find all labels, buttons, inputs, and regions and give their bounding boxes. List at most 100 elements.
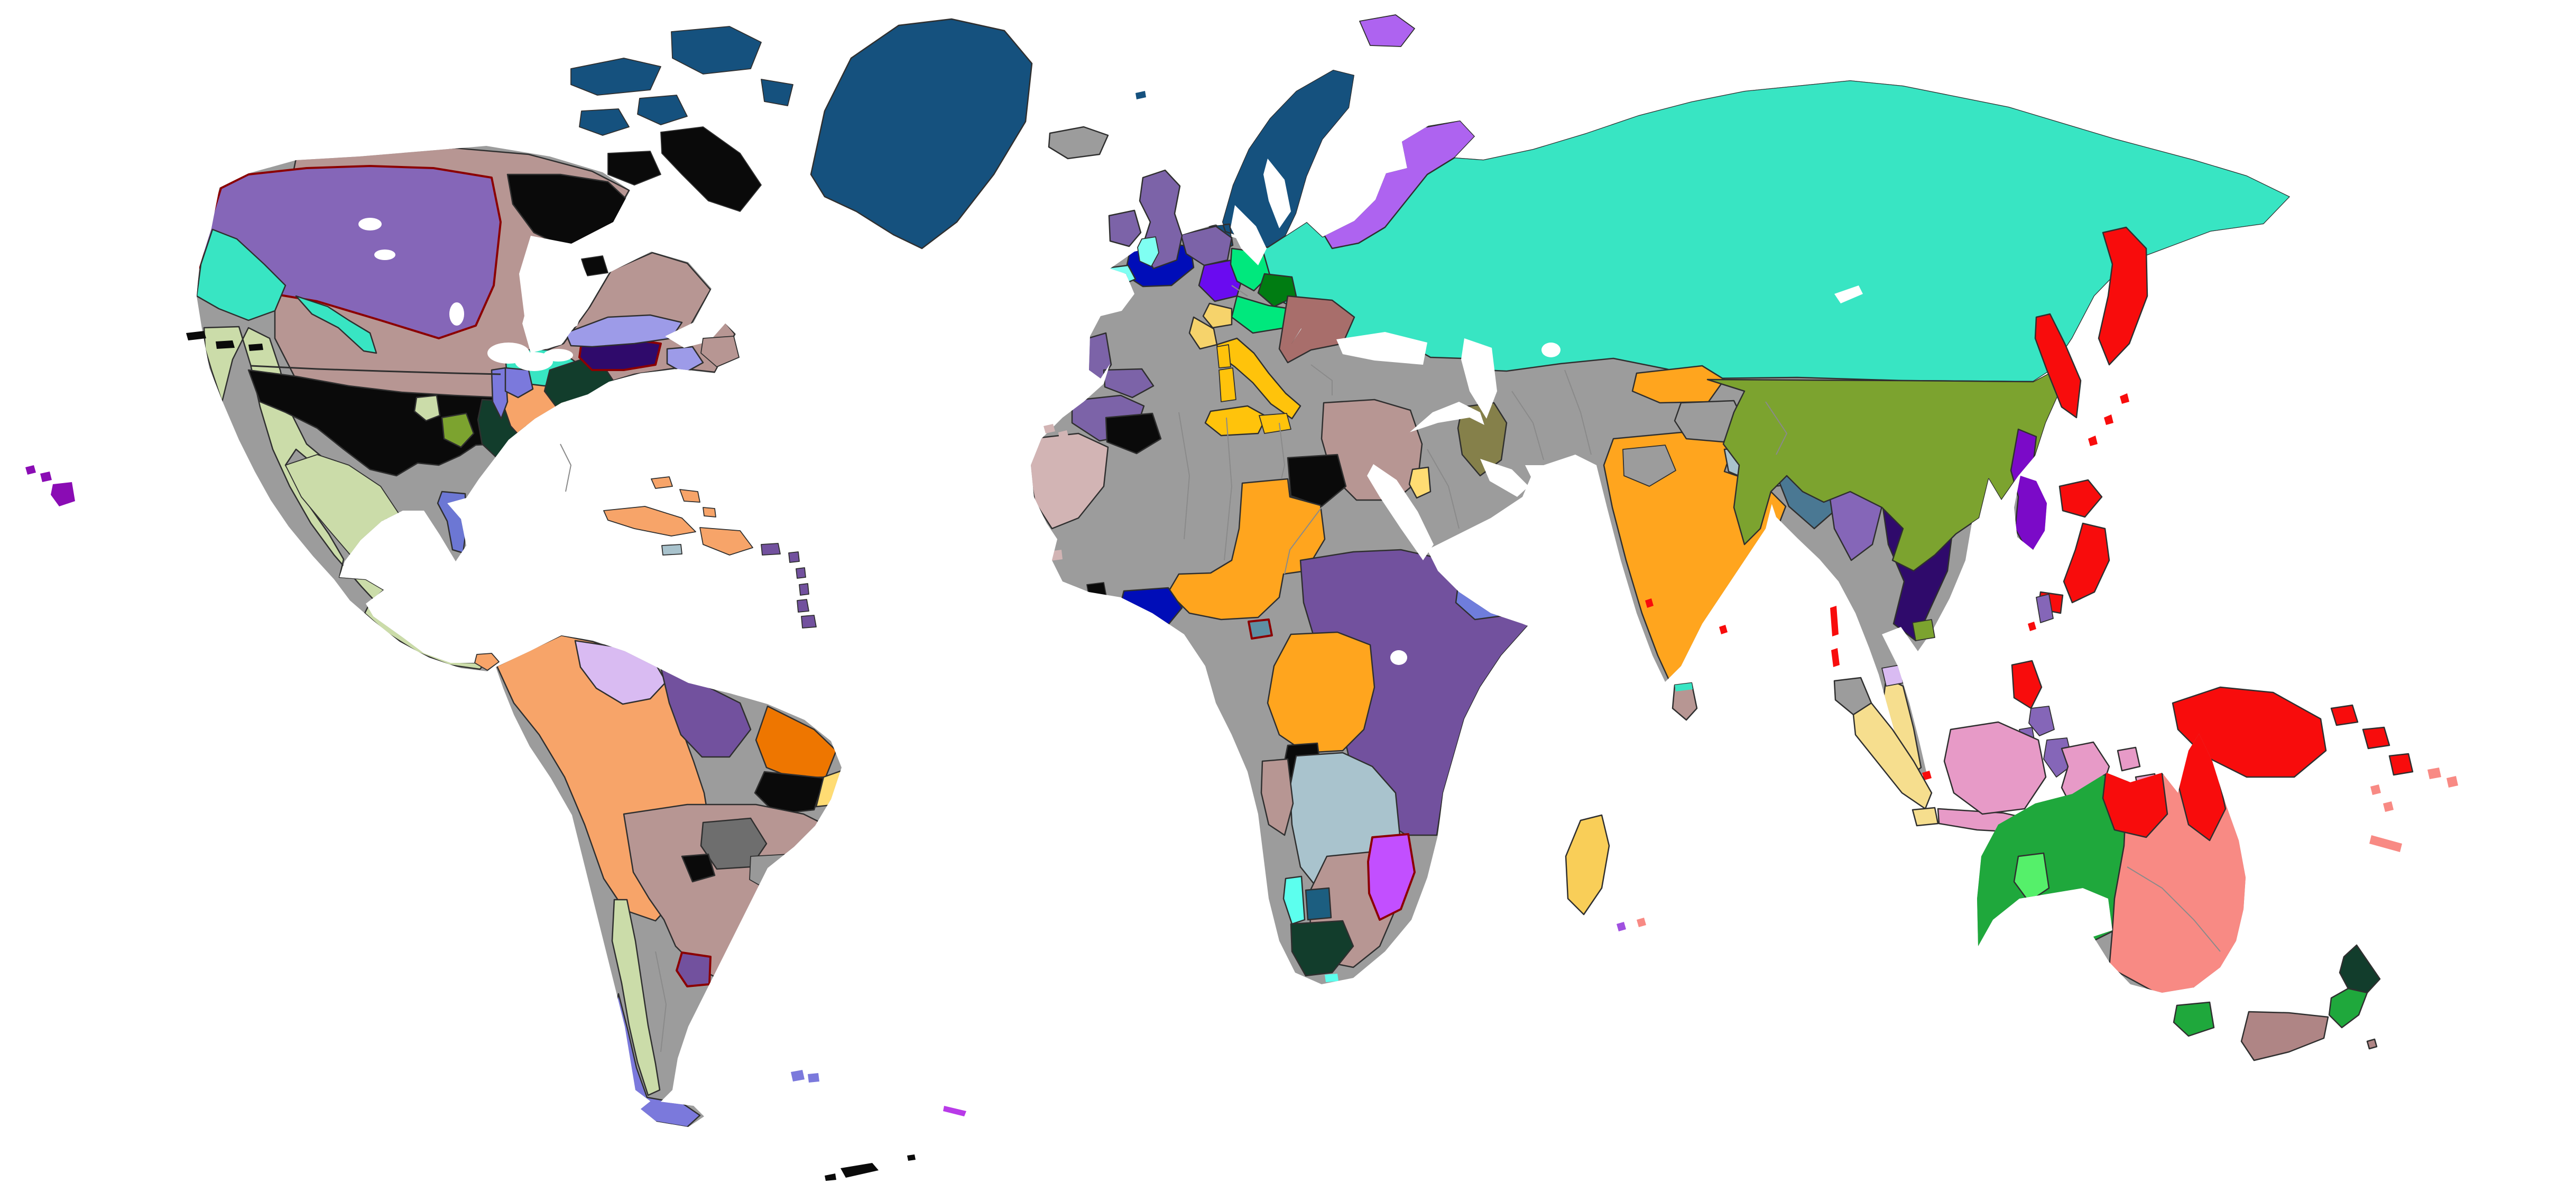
old-world-islands-group bbox=[1044, 14, 2458, 931]
region-angola-orange bbox=[1267, 631, 1375, 754]
region-chile bbox=[611, 899, 661, 1096]
region-botswana-block bbox=[1305, 887, 1332, 921]
region-angola-coast bbox=[1260, 758, 1294, 836]
region-newfoundland bbox=[700, 336, 740, 367]
region-netherlands-hanover bbox=[1180, 225, 1233, 266]
region-reunion bbox=[1637, 918, 1646, 927]
region-uruguay bbox=[676, 951, 712, 987]
region-madagascar bbox=[1565, 814, 1610, 916]
aral-sea bbox=[1541, 343, 1561, 357]
region-ireland bbox=[1108, 209, 1142, 247]
region-algeria-black bbox=[1105, 412, 1162, 455]
great-slave-lake bbox=[374, 249, 395, 260]
region-darfur bbox=[1287, 454, 1347, 507]
region-falklands bbox=[791, 1070, 819, 1083]
region-southwest-black bbox=[247, 369, 509, 477]
region-andamans bbox=[1830, 606, 1840, 667]
region-fiji-newcal bbox=[2369, 768, 2458, 852]
region-canaries bbox=[1044, 424, 1069, 440]
region-jamaica bbox=[661, 544, 682, 556]
caribbean-group bbox=[25, 465, 817, 671]
baltic-sea bbox=[1231, 205, 1267, 265]
province-lines bbox=[250, 285, 1788, 1052]
region-cape-cyan bbox=[1325, 974, 1338, 982]
region-hungary-croatia bbox=[1278, 295, 1355, 364]
region-nz-north-lower bbox=[2328, 987, 2368, 1029]
region-greenland bbox=[810, 18, 1033, 249]
region-guyana bbox=[660, 666, 752, 758]
region-mauritania bbox=[1031, 432, 1109, 530]
region-india-nw-gray bbox=[1622, 445, 1676, 487]
region-sakhalin bbox=[2034, 313, 2082, 419]
region-arctic-navy-islands bbox=[570, 26, 793, 136]
south-atlantic-group bbox=[791, 1070, 966, 1181]
persian-gulf bbox=[1480, 459, 1529, 497]
region-brazil-black bbox=[681, 853, 716, 883]
australia-group bbox=[1977, 734, 2246, 993]
region-ceylon bbox=[1672, 682, 1698, 721]
region-hawaii bbox=[25, 465, 75, 506]
region-south-africa bbox=[1290, 920, 1354, 977]
nz-group bbox=[2173, 944, 2381, 1061]
great-bear-lake bbox=[358, 218, 382, 230]
region-bohemia bbox=[1257, 273, 1297, 308]
region-cuba bbox=[603, 476, 753, 556]
region-iceland bbox=[1048, 126, 1109, 160]
region-alaska-coast bbox=[197, 228, 377, 354]
region-perlis bbox=[1881, 664, 1904, 687]
region-ceylon-fringe bbox=[1675, 683, 1693, 691]
lake-baikal bbox=[1834, 285, 1863, 303]
region-enclave-1 bbox=[2013, 852, 2050, 903]
region-svalbard bbox=[1359, 14, 1415, 47]
region-alaska-yukon bbox=[198, 165, 502, 339]
region-savoy bbox=[1188, 316, 1218, 350]
region-antilles bbox=[761, 543, 817, 629]
lake-victoria bbox=[1390, 650, 1407, 665]
region-levant-gold bbox=[1408, 466, 1432, 499]
region-baffin-black bbox=[581, 126, 762, 276]
lake-michigan-huron bbox=[515, 352, 553, 371]
region-kurils bbox=[2088, 393, 2129, 446]
lake-winnipeg bbox=[449, 302, 464, 326]
region-hainan bbox=[1912, 619, 1935, 641]
region-panama bbox=[474, 653, 500, 671]
region-new-guinea bbox=[2172, 686, 2414, 778]
region-equatorial-guinea bbox=[1248, 618, 1273, 640]
hudson-bay bbox=[519, 236, 591, 343]
region-olive-enclave bbox=[441, 412, 475, 448]
region-mozambique bbox=[1367, 833, 1416, 921]
region-italy bbox=[1204, 337, 1301, 437]
region-chad-nigeria bbox=[1167, 478, 1326, 621]
region-aleutians bbox=[186, 331, 263, 351]
region-antarctic-islets bbox=[825, 1154, 916, 1181]
region-nz-north-tip bbox=[2339, 944, 2381, 994]
region-namibia bbox=[1282, 875, 1306, 925]
lake-erie-ontario bbox=[543, 349, 573, 362]
region-andalusia bbox=[1103, 368, 1155, 399]
caspian-sea bbox=[1461, 338, 1497, 419]
region-south-georgia bbox=[943, 1106, 966, 1116]
region-luzon bbox=[2011, 660, 2043, 709]
red-sea bbox=[1367, 464, 1434, 560]
gulf-of-bothnia bbox=[1263, 159, 1291, 228]
region-switzerland bbox=[1202, 302, 1233, 329]
region-sumatra bbox=[1852, 702, 1933, 810]
region-illinois-strip bbox=[491, 367, 509, 420]
region-tasmania bbox=[2173, 1001, 2215, 1037]
nsw-border-line bbox=[2127, 866, 2221, 952]
us-canada-border bbox=[250, 365, 501, 375]
region-jan-mayen bbox=[1135, 91, 1146, 99]
region-kamchatka bbox=[2098, 226, 2148, 366]
water-shapers bbox=[358, 159, 1863, 665]
region-sicily-sardinia bbox=[1216, 344, 1291, 434]
region-wales-cornwall bbox=[1137, 236, 1159, 267]
region-singapore bbox=[1922, 771, 1932, 780]
region-mauritius bbox=[1617, 922, 1626, 931]
region-sage-enclave bbox=[413, 394, 441, 422]
region-java-west bbox=[1912, 807, 1939, 827]
arctic-islands-group bbox=[186, 18, 1033, 367]
region-nz-south bbox=[2240, 1011, 2378, 1061]
black-sea bbox=[1336, 332, 1427, 365]
